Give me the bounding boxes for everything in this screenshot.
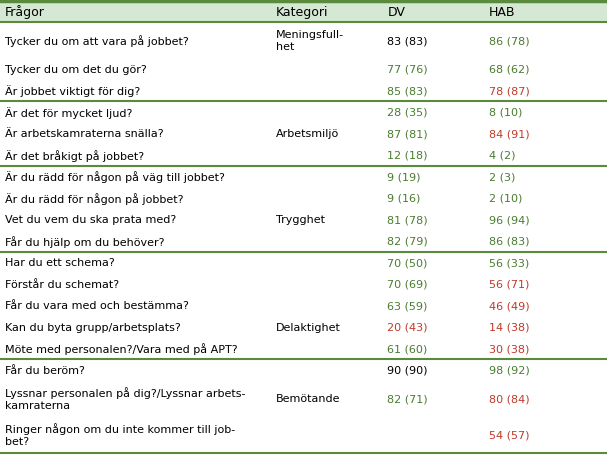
Text: HAB: HAB [489, 6, 515, 19]
Text: 14 (38): 14 (38) [489, 322, 529, 332]
Text: Lyssnar personalen på dig?/Lyssnar arbets-: Lyssnar personalen på dig?/Lyssnar arbet… [5, 387, 245, 398]
Text: Tycker du om att vara på jobbet?: Tycker du om att vara på jobbet? [5, 35, 189, 47]
Text: Ringer någon om du inte kommer till job-: Ringer någon om du inte kommer till job- [5, 422, 235, 434]
Text: Delaktighet: Delaktighet [276, 322, 341, 332]
Text: 9 (16): 9 (16) [387, 193, 421, 203]
Text: 20 (43): 20 (43) [387, 322, 428, 332]
Text: Är det bråkigt på jobbet?: Är det bråkigt på jobbet? [5, 149, 144, 161]
Text: Möte med personalen?/Vara med på APT?: Möte med personalen?/Vara med på APT? [5, 343, 237, 355]
Text: Får du hjälp om du behöver?: Får du hjälp om du behöver? [5, 235, 164, 247]
Text: 82 (71): 82 (71) [387, 394, 428, 404]
Text: 54 (57): 54 (57) [489, 430, 529, 439]
Text: 96 (94): 96 (94) [489, 215, 529, 225]
Text: Arbetsmiljö: Arbetsmiljö [276, 129, 339, 139]
Text: het: het [276, 42, 294, 52]
Text: 56 (71): 56 (71) [489, 279, 529, 289]
Text: 98 (92): 98 (92) [489, 365, 529, 375]
Text: 80 (84): 80 (84) [489, 394, 529, 404]
Text: 85 (83): 85 (83) [387, 86, 428, 96]
Text: 63 (59): 63 (59) [387, 301, 428, 311]
Text: 68 (62): 68 (62) [489, 65, 529, 75]
Text: 56 (33): 56 (33) [489, 258, 529, 268]
Text: Förstår du schemat?: Förstår du schemat? [5, 279, 119, 289]
Text: Frågor: Frågor [5, 6, 45, 20]
Text: Meningsfull-: Meningsfull- [276, 30, 344, 40]
Text: 87 (81): 87 (81) [387, 129, 428, 139]
Text: Har du ett schema?: Har du ett schema? [5, 258, 115, 268]
Text: Vet du vem du ska prata med?: Vet du vem du ska prata med? [5, 215, 176, 225]
Text: Är du rädd för någon på väg till jobbet?: Är du rädd för någon på väg till jobbet? [5, 171, 225, 183]
Text: Kategori: Kategori [276, 6, 328, 19]
Text: Är du rädd för någon på jobbet?: Är du rädd för någon på jobbet? [5, 192, 183, 204]
Text: Får du vara med och bestämma?: Får du vara med och bestämma? [5, 301, 189, 311]
Text: Får du beröm?: Får du beröm? [5, 365, 85, 375]
Text: 84 (91): 84 (91) [489, 129, 529, 139]
Text: 46 (49): 46 (49) [489, 301, 529, 311]
Text: 82 (79): 82 (79) [387, 236, 428, 246]
Text: 9 (19): 9 (19) [387, 172, 421, 182]
Text: 8 (10): 8 (10) [489, 108, 522, 118]
Text: 81 (78): 81 (78) [387, 215, 428, 225]
Text: 28 (35): 28 (35) [387, 108, 428, 118]
Text: 4 (2): 4 (2) [489, 150, 515, 160]
Text: DV: DV [387, 6, 405, 19]
Text: 2 (3): 2 (3) [489, 172, 515, 182]
Text: 83 (83): 83 (83) [387, 36, 428, 46]
Text: kamraterna: kamraterna [5, 400, 70, 410]
Text: 12 (18): 12 (18) [387, 150, 428, 160]
Text: Tycker du om det du gör?: Tycker du om det du gör? [5, 65, 147, 75]
Text: 90 (90): 90 (90) [387, 365, 428, 375]
Text: Är jobbet viktigt för dig?: Är jobbet viktigt för dig? [5, 85, 140, 97]
Text: Bemötande: Bemötande [276, 394, 341, 404]
Text: 2 (10): 2 (10) [489, 193, 522, 203]
Text: Trygghet: Trygghet [276, 215, 325, 225]
Bar [0, 2, 607, 23]
Text: bet?: bet? [5, 436, 29, 446]
Text: 61 (60): 61 (60) [387, 344, 427, 354]
Text: 30 (38): 30 (38) [489, 344, 529, 354]
Text: 77 (76): 77 (76) [387, 65, 428, 75]
Text: 78 (87): 78 (87) [489, 86, 529, 96]
Text: Kan du byta grupp/arbetsplats?: Kan du byta grupp/arbetsplats? [5, 322, 181, 332]
Text: 86 (78): 86 (78) [489, 36, 529, 46]
Text: Är arbetskamraterna snälla?: Är arbetskamraterna snälla? [5, 129, 163, 139]
Text: 70 (69): 70 (69) [387, 279, 428, 289]
Text: Är det för mycket ljud?: Är det för mycket ljud? [5, 107, 132, 119]
Text: 70 (50): 70 (50) [387, 258, 428, 268]
Text: 86 (83): 86 (83) [489, 236, 529, 246]
